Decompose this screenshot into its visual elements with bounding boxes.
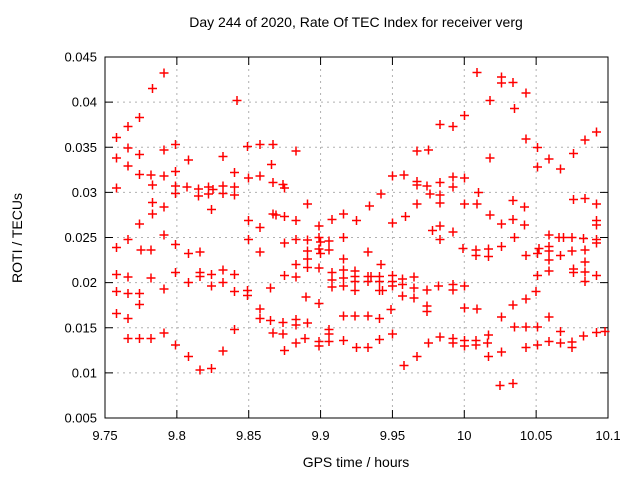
- y-tick-label: 0.03: [72, 185, 97, 200]
- x-tick-labels: 9.75 9.8 9.85 9.9 9.95 10 10.05 10.1: [92, 428, 620, 443]
- y-tick-label: 0.005: [64, 411, 97, 426]
- x-tick-label: 9.85: [236, 428, 261, 443]
- x-tick-label: 9.8: [168, 428, 186, 443]
- y-tick-label: 0.02: [72, 275, 97, 290]
- scatter-points: [112, 68, 610, 390]
- chart-title: Day 244 of 2020, Rate Of TEC Index for r…: [189, 14, 523, 30]
- x-tick-label: 9.9: [312, 428, 330, 443]
- grid-lines: [105, 57, 608, 418]
- y-axis-label: ROTI / TECUs: [9, 193, 25, 283]
- x-tick-label: 10.05: [520, 428, 553, 443]
- plot-border: [104, 56, 609, 419]
- x-axis-label: GPS time / hours: [303, 454, 410, 470]
- x-tick-label: 10.1: [595, 428, 620, 443]
- data-point-markers: [112, 68, 610, 390]
- x-tick-label: 9.75: [92, 428, 117, 443]
- y-tick-label: 0.045: [64, 50, 97, 65]
- y-tick-label: 0.015: [64, 320, 97, 335]
- y-tick-label: 0.025: [64, 230, 97, 245]
- y-tick-label: 0.035: [64, 140, 97, 155]
- y-tick-label: 0.01: [72, 365, 97, 380]
- y-tick-labels: 0.005 0.01 0.015 0.02 0.025 0.03 0.035 0.04 0.04…: [64, 50, 97, 426]
- x-tick-label: 10: [457, 428, 471, 443]
- y-tick-label: 0.04: [72, 95, 97, 110]
- x-tick-label: 9.95: [380, 428, 405, 443]
